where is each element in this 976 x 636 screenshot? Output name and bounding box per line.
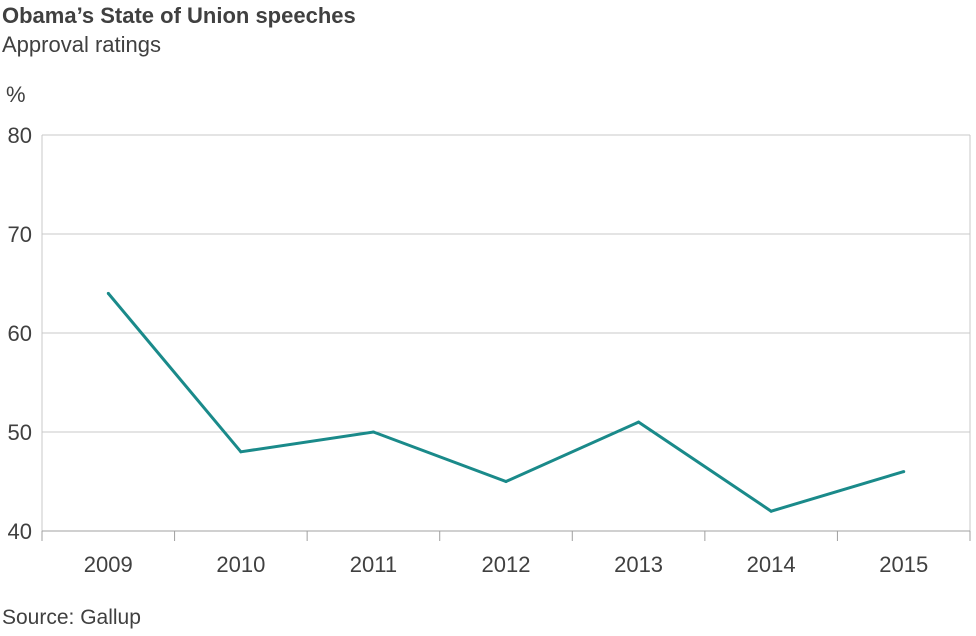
data-point-2013 (637, 420, 641, 424)
x-tick-label: 2015 (879, 552, 928, 577)
x-axis-ticks: 2009 2010 2011 2012 2013 2014 2015 (41, 531, 971, 577)
x-tick-label: 2011 (350, 552, 397, 577)
y-axis-unit-label: % (6, 82, 26, 107)
x-tick-label: 2014 (747, 552, 796, 577)
y-tick-label: 60 (8, 321, 32, 346)
source-note: Source: Gallup (2, 606, 141, 629)
data-point-2015 (902, 470, 906, 474)
y-tick-label: 40 (8, 519, 32, 544)
series-group (106, 291, 906, 513)
y-tick-label: 80 (8, 123, 32, 148)
grid-lines (41, 134, 971, 532)
data-point-2009 (106, 291, 110, 295)
data-point-2012 (504, 480, 508, 483)
data-point-2010 (239, 450, 243, 454)
y-tick-label: 70 (8, 222, 32, 247)
data-point-2014 (769, 509, 773, 513)
x-tick-label: 2009 (84, 552, 133, 577)
y-tick-label: 50 (8, 420, 32, 445)
y-axis-ticks: 40 50 60 70 80 (8, 123, 32, 544)
x-tick-label: 2013 (614, 552, 663, 577)
data-point-2011 (371, 430, 375, 434)
x-tick-label: 2010 (216, 552, 265, 577)
chart-subtitle: Approval ratings (2, 32, 161, 57)
chart-title: Obama’s State of Union speeches (2, 3, 356, 28)
x-tick-label: 2012 (482, 552, 531, 577)
series-line (107, 292, 905, 513)
